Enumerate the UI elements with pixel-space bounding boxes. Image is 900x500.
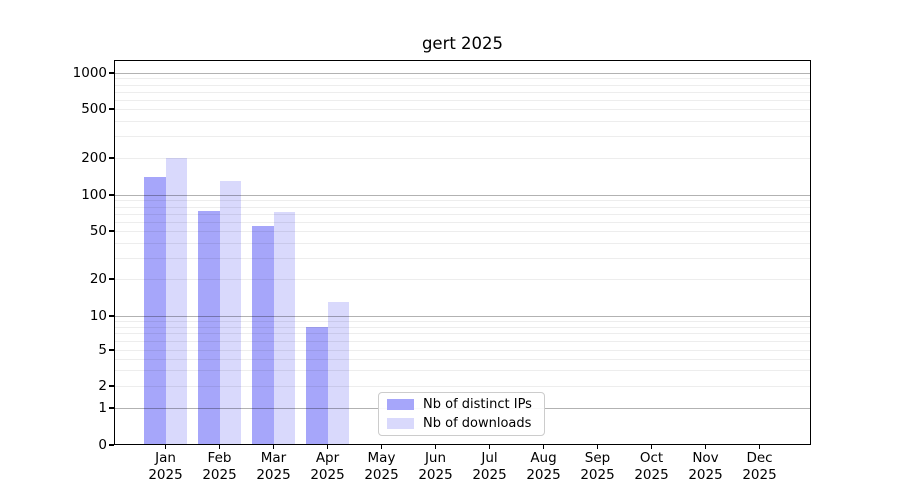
x-tick-mark	[596, 445, 599, 449]
x-tick-label: Sep 2025	[580, 450, 615, 483]
x-tick-mark	[218, 445, 221, 449]
x-tick-label: Oct 2025	[634, 450, 669, 483]
y-tick-label: 1	[98, 400, 107, 416]
y-tick-label: 10	[89, 308, 107, 324]
plot-area-border	[114, 60, 811, 445]
legend-swatch-downloads	[387, 418, 414, 429]
legend: Nb of distinct IPs Nb of downloads	[378, 392, 545, 436]
x-tick-mark	[542, 445, 545, 449]
legend-item-downloads: Nb of downloads	[387, 416, 544, 431]
x-tick-label: Apr 2025	[310, 450, 345, 483]
x-tick-mark	[380, 445, 383, 449]
legend-item-distinct-ips: Nb of distinct IPs	[387, 397, 544, 412]
x-tick-mark	[434, 445, 437, 449]
x-tick-label: May 2025	[364, 450, 399, 483]
y-tick-label: 2	[98, 378, 107, 394]
chart-title: gert 2025	[421, 34, 504, 53]
legend-swatch-distinct-ips	[387, 399, 414, 410]
x-tick-label: Feb 2025	[202, 450, 237, 483]
x-tick-label: Jan 2025	[148, 450, 183, 483]
x-tick-mark	[488, 445, 491, 449]
x-tick-mark	[704, 445, 707, 449]
x-tick-label: Jun 2025	[418, 450, 453, 483]
x-tick-label: Nov 2025	[688, 450, 723, 483]
y-tick-label: 0	[98, 437, 107, 453]
x-tick-label: Mar 2025	[256, 450, 291, 483]
x-tick-mark	[272, 445, 275, 449]
y-tick-label: 5	[98, 342, 107, 358]
x-tick-label: Dec 2025	[742, 450, 777, 483]
y-tick-label: 1000	[72, 65, 107, 81]
y-tick-label: 500	[81, 101, 107, 117]
x-tick-label: Jul 2025	[472, 450, 507, 483]
legend-label-distinct-ips: Nb of distinct IPs	[423, 397, 532, 412]
x-tick-mark	[164, 445, 167, 449]
y-tick-label: 20	[89, 271, 107, 287]
x-tick-label: Aug 2025	[526, 450, 561, 483]
y-tick-label: 50	[89, 223, 107, 239]
y-tick-label: 100	[81, 187, 107, 203]
y-tick-label: 200	[81, 150, 107, 166]
x-tick-mark	[650, 445, 653, 449]
x-tick-mark	[758, 445, 761, 449]
x-tick-mark	[326, 445, 329, 449]
legend-label-downloads: Nb of downloads	[423, 416, 532, 431]
